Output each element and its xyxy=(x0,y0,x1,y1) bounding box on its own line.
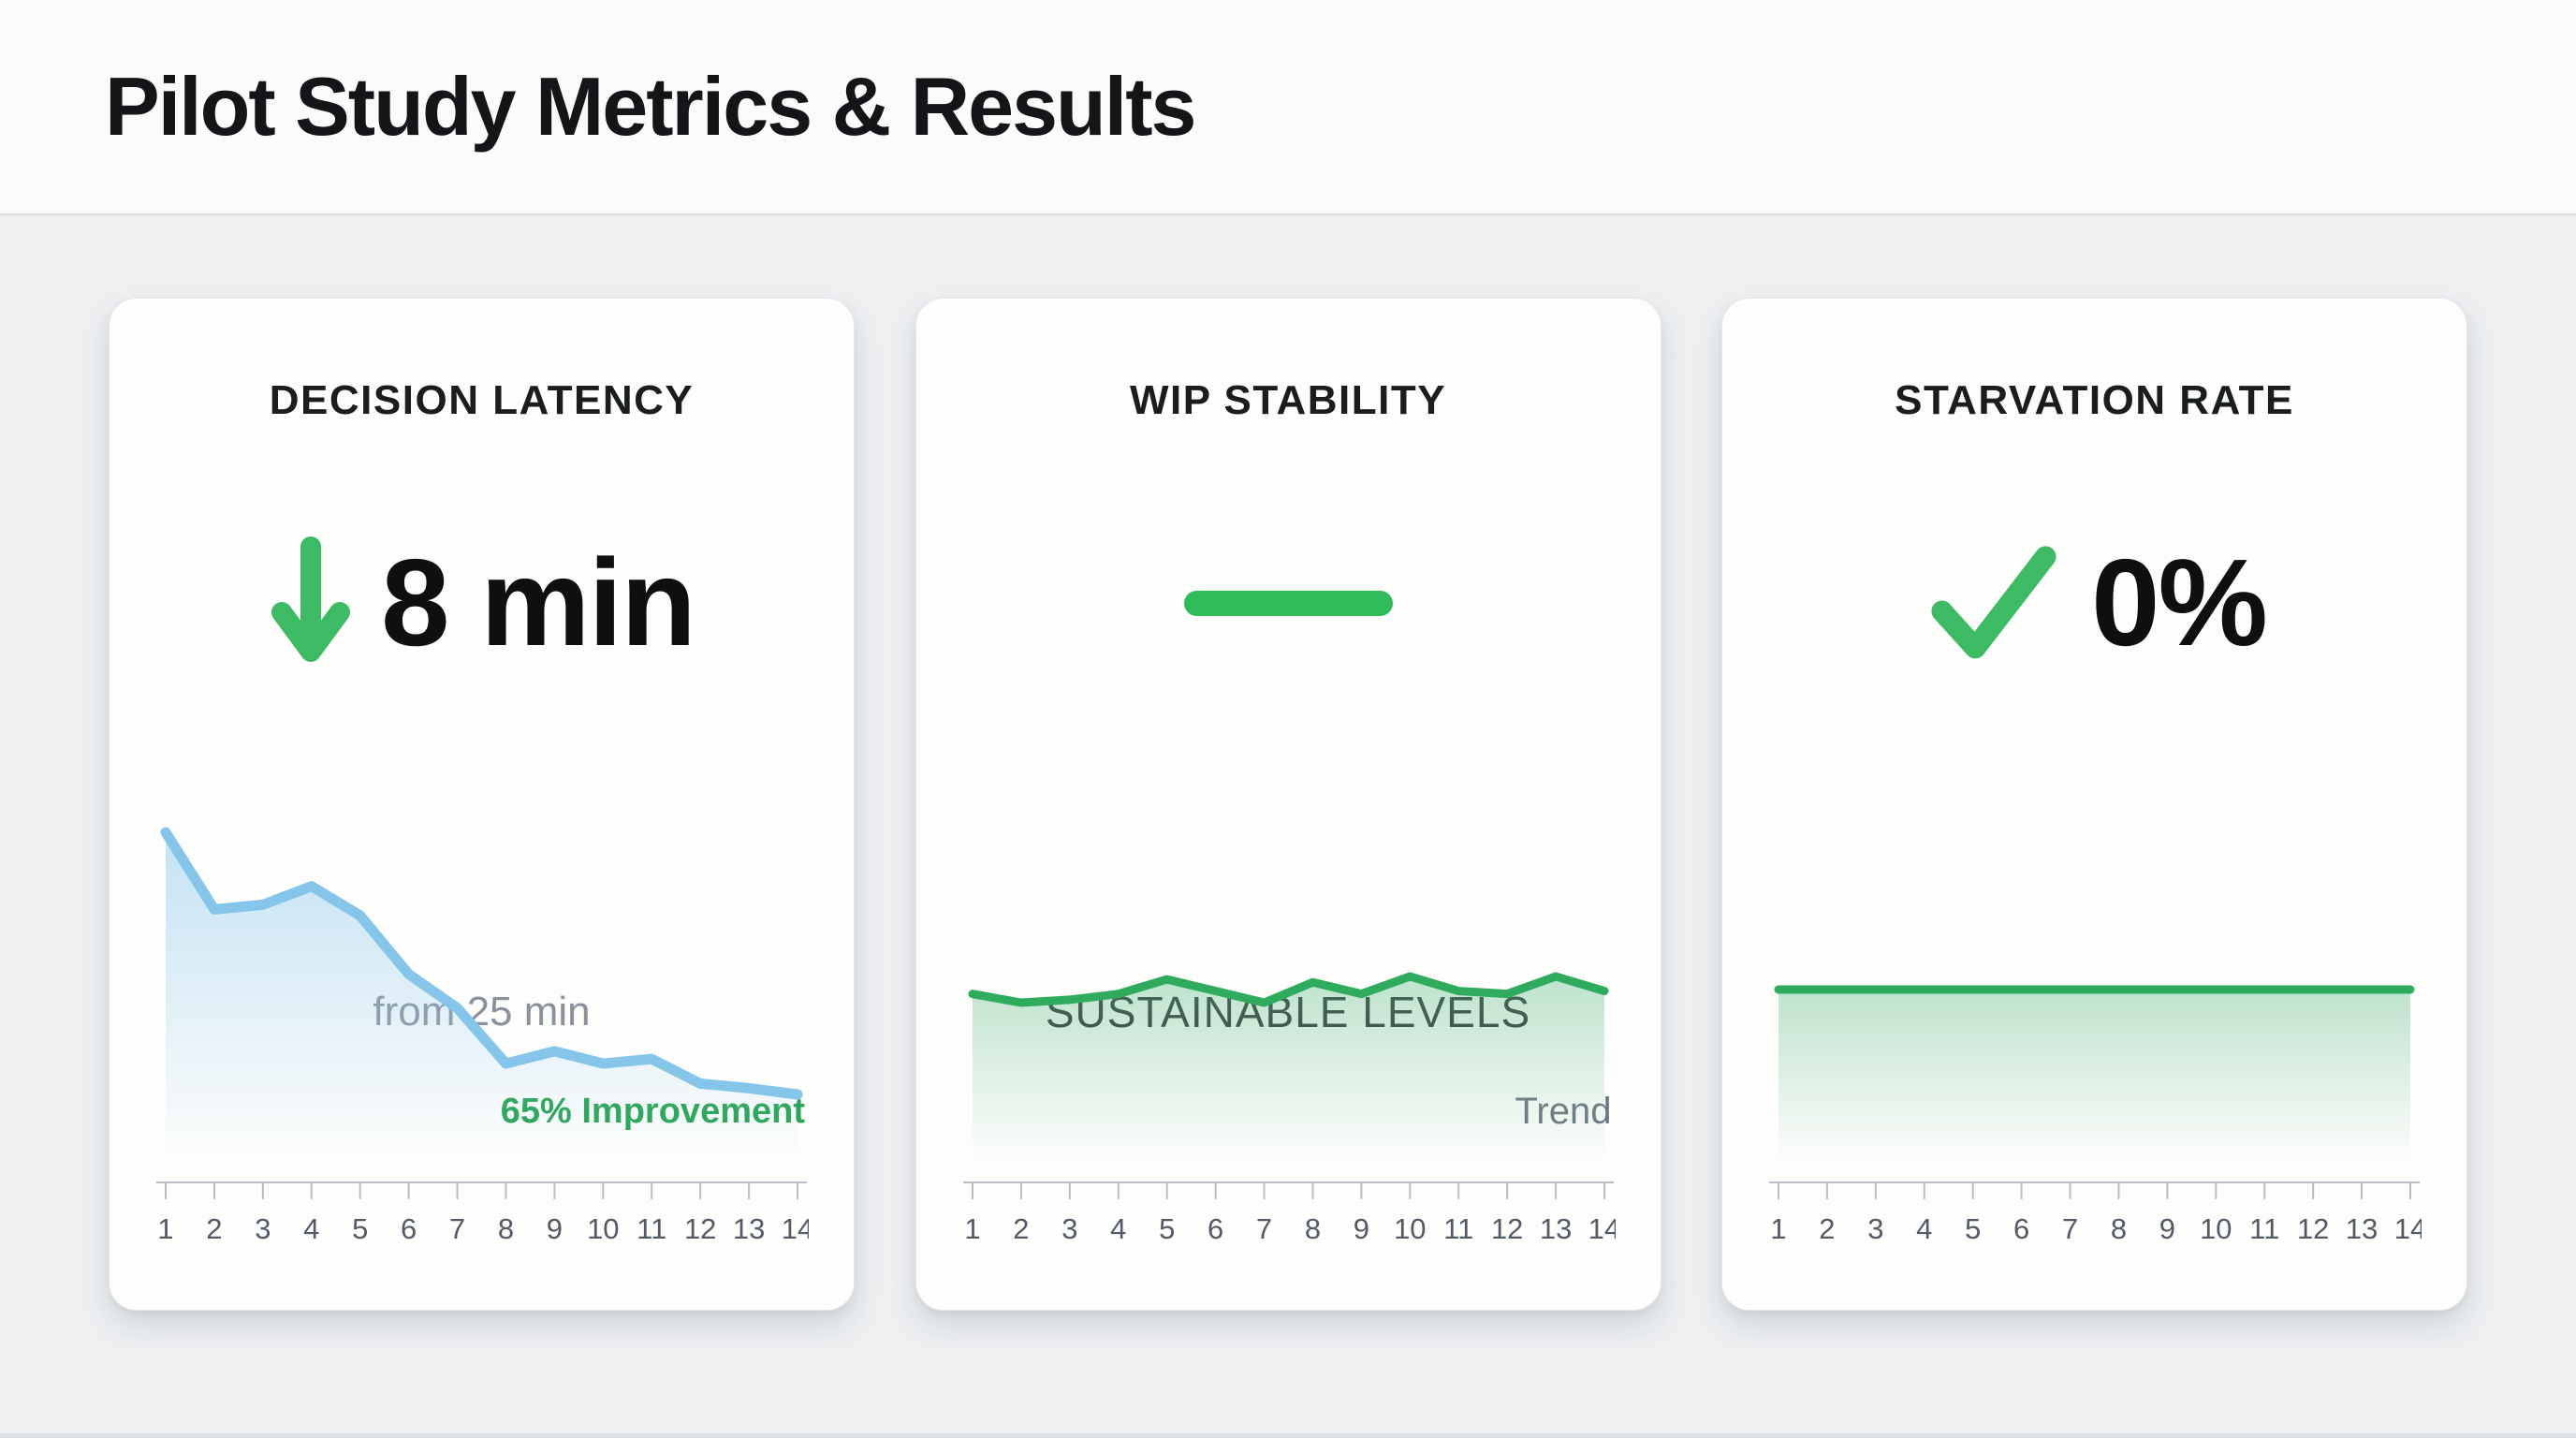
x-axis-label: 13 xyxy=(733,1212,765,1245)
x-axis-label: 7 xyxy=(2062,1212,2078,1245)
x-axis-label: 9 xyxy=(1353,1212,1368,1245)
x-axis-label: 11 xyxy=(2249,1212,2279,1245)
x-axis-label: 6 xyxy=(1208,1212,1223,1245)
x-axis-label: 2 xyxy=(1013,1212,1029,1245)
page-header: Pilot Study Metrics & Results xyxy=(0,0,2576,215)
x-axis-label: 5 xyxy=(1965,1212,1981,1245)
chart-line xyxy=(967,972,1609,1007)
x-axis-label: 8 xyxy=(1304,1212,1320,1245)
x-axis-label: 12 xyxy=(684,1212,716,1245)
x-axis-label: 3 xyxy=(255,1212,271,1245)
x-axis-label: 7 xyxy=(449,1212,465,1245)
x-axis-label: 10 xyxy=(587,1212,619,1245)
metric-value: 0% xyxy=(2091,534,2268,671)
x-axis-label: 3 xyxy=(1867,1212,1883,1245)
arrow-down-icon xyxy=(269,536,353,671)
x-axis-label: 1 xyxy=(157,1212,173,1245)
card-title: DECISION LATENCY xyxy=(269,377,695,423)
card-title: WIP STABILITY xyxy=(1129,377,1447,423)
x-axis-label: 10 xyxy=(2200,1212,2232,1245)
card-wip-stability: WIP STABILITY SUSTAINABLE LEVELS Trend 1… xyxy=(915,298,1661,1311)
x-axis-label: 1 xyxy=(1770,1212,1786,1245)
x-axis-label: 14 xyxy=(2394,1212,2422,1245)
x-axis-label: 4 xyxy=(303,1212,319,1245)
x-axis-label: 5 xyxy=(1159,1212,1175,1245)
card-starvation-rate: STARVATION RATE 0% 1 2 3 4 5 6 7 8 9 10 11 12 13 14 xyxy=(1721,298,2467,1311)
metric-value-row: 8 min xyxy=(110,523,854,682)
x-axis-label: 14 xyxy=(1588,1212,1615,1245)
x-axis-label: 4 xyxy=(1916,1212,1932,1245)
x-axis-label: 10 xyxy=(1394,1212,1426,1245)
x-axis-label: 5 xyxy=(352,1212,368,1245)
card-decision-latency: DECISION LATENCY 8 min from 25 min 65% I… xyxy=(109,298,855,1311)
x-axis-label: 13 xyxy=(2346,1212,2378,1245)
chart-area xyxy=(165,832,798,1162)
x-axis-label: 8 xyxy=(2111,1212,2127,1245)
metric-cards-row: DECISION LATENCY 8 min from 25 min 65% I… xyxy=(109,298,2467,1311)
chart-area xyxy=(1778,990,2411,1162)
x-axis-label: 7 xyxy=(1255,1212,1271,1245)
chart-area xyxy=(972,976,1604,1162)
x-axis-label: 2 xyxy=(206,1212,222,1245)
x-axis-label: 6 xyxy=(2013,1212,2029,1245)
x-axis-label: 12 xyxy=(2297,1212,2329,1245)
dash-icon xyxy=(1183,590,1393,616)
x-axis-label: 1 xyxy=(964,1212,980,1245)
x-axis-label: 2 xyxy=(1819,1212,1835,1245)
metric-value: 8 min xyxy=(381,534,696,671)
chart-line xyxy=(160,827,803,1100)
x-axis-label: 8 xyxy=(498,1212,514,1245)
x-axis-label: 14 xyxy=(782,1212,809,1245)
metric-value-row xyxy=(916,523,1661,682)
x-axis-label: 13 xyxy=(1539,1212,1571,1245)
page-title: Pilot Study Metrics & Results xyxy=(105,60,1196,153)
metric-value-row: 0% xyxy=(1722,523,2466,682)
x-axis-label: 9 xyxy=(2159,1212,2175,1245)
check-icon xyxy=(1923,537,2063,669)
latency-chart: 1 2 3 4 5 6 7 8 9 10 11 12 13 14 xyxy=(154,815,809,1255)
x-axis-label: 11 xyxy=(1443,1212,1473,1245)
x-axis-label: 4 xyxy=(1110,1212,1126,1245)
starvation-chart: 1 2 3 4 5 6 7 8 9 10 11 12 13 14 xyxy=(1767,815,2422,1255)
card-title: STARVATION RATE xyxy=(1895,377,2294,423)
x-axis-label: 3 xyxy=(1061,1212,1077,1245)
x-axis-label: 11 xyxy=(637,1212,666,1245)
x-axis-label: 6 xyxy=(401,1212,417,1245)
window-bottom-edge xyxy=(0,1433,2576,1438)
wip-chart: 1 2 3 4 5 6 7 8 9 10 11 12 13 14 xyxy=(961,815,1616,1255)
x-axis-label: 12 xyxy=(1490,1212,1522,1245)
x-axis-label: 9 xyxy=(547,1212,563,1245)
